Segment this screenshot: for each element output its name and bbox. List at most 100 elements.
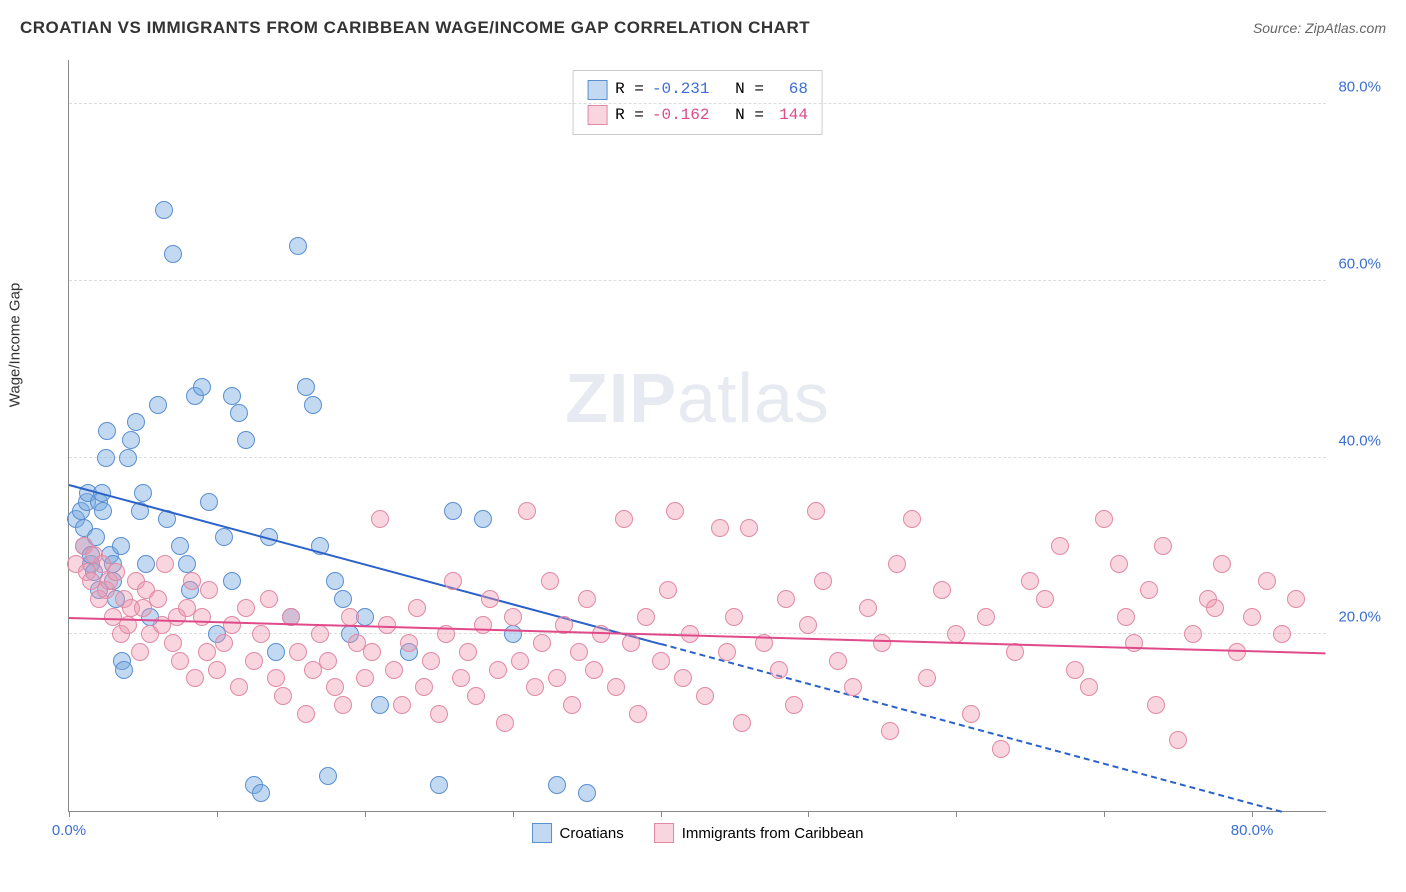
scatter-point bbox=[237, 431, 255, 449]
scatter-point bbox=[245, 652, 263, 670]
scatter-point bbox=[578, 590, 596, 608]
bottom-legend: Croatians Immigrants from Caribbean bbox=[532, 823, 864, 843]
scatter-point bbox=[164, 634, 182, 652]
scatter-point bbox=[230, 678, 248, 696]
stats-row-series-1: R = -0.231 N = 68 bbox=[587, 77, 808, 103]
scatter-point bbox=[592, 625, 610, 643]
scatter-point bbox=[844, 678, 862, 696]
scatter-point bbox=[1258, 572, 1276, 590]
scatter-point bbox=[334, 590, 352, 608]
scatter-point bbox=[1287, 590, 1305, 608]
scatter-point bbox=[1125, 634, 1143, 652]
scatter-point bbox=[659, 581, 677, 599]
chart-header: CROATIAN VS IMMIGRANTS FROM CARIBBEAN WA… bbox=[0, 0, 1406, 48]
scatter-point bbox=[137, 555, 155, 573]
scatter-point bbox=[481, 590, 499, 608]
ytick-label: 20.0% bbox=[1338, 609, 1381, 626]
scatter-point bbox=[622, 634, 640, 652]
scatter-point bbox=[252, 784, 270, 802]
scatter-point bbox=[119, 449, 137, 467]
scatter-point bbox=[652, 652, 670, 670]
scatter-point bbox=[334, 696, 352, 714]
xtick bbox=[69, 811, 70, 817]
gridline-h bbox=[69, 103, 1326, 104]
xtick bbox=[1252, 811, 1253, 817]
scatter-point bbox=[637, 608, 655, 626]
scatter-point bbox=[489, 661, 507, 679]
scatter-point bbox=[1213, 555, 1231, 573]
xtick bbox=[365, 811, 366, 817]
n-value-series-1: 68 bbox=[772, 77, 808, 103]
scatter-point bbox=[1095, 510, 1113, 528]
scatter-point bbox=[962, 705, 980, 723]
ytick-label: 80.0% bbox=[1338, 79, 1381, 96]
scatter-point bbox=[992, 740, 1010, 758]
scatter-point bbox=[289, 643, 307, 661]
scatter-point bbox=[156, 555, 174, 573]
scatter-point bbox=[548, 669, 566, 687]
scatter-point bbox=[223, 572, 241, 590]
scatter-point bbox=[164, 245, 182, 263]
scatter-point bbox=[371, 696, 389, 714]
xtick-label: 0.0% bbox=[52, 822, 86, 839]
scatter-point bbox=[215, 528, 233, 546]
scatter-point bbox=[518, 502, 536, 520]
scatter-point bbox=[127, 413, 145, 431]
scatter-point bbox=[252, 625, 270, 643]
scatter-point bbox=[341, 608, 359, 626]
source-name: ZipAtlas.com bbox=[1305, 20, 1386, 36]
scatter-point bbox=[422, 652, 440, 670]
r-label: R = bbox=[615, 77, 644, 103]
scatter-point bbox=[873, 634, 891, 652]
scatter-point bbox=[415, 678, 433, 696]
legend-item-series-1: Croatians bbox=[532, 823, 624, 843]
scatter-point bbox=[230, 404, 248, 422]
scatter-point bbox=[1051, 537, 1069, 555]
scatter-point bbox=[371, 510, 389, 528]
scatter-point bbox=[740, 519, 758, 537]
scatter-point bbox=[526, 678, 544, 696]
scatter-point bbox=[304, 396, 322, 414]
scatter-point bbox=[200, 581, 218, 599]
scatter-point bbox=[1206, 599, 1224, 617]
scatter-point bbox=[356, 669, 374, 687]
scatter-point bbox=[131, 643, 149, 661]
source-prefix: Source: bbox=[1253, 20, 1305, 36]
scatter-point bbox=[297, 705, 315, 723]
scatter-point bbox=[107, 563, 125, 581]
chart-container: Wage/Income Gap ZIPatlas R = -0.231 N = … bbox=[20, 50, 1386, 872]
scatter-point bbox=[903, 510, 921, 528]
scatter-point bbox=[97, 449, 115, 467]
legend-swatch-series-2 bbox=[654, 823, 674, 843]
scatter-point bbox=[183, 572, 201, 590]
scatter-point bbox=[112, 537, 130, 555]
scatter-point bbox=[208, 661, 226, 679]
source-attribution: Source: ZipAtlas.com bbox=[1253, 20, 1386, 36]
scatter-point bbox=[98, 422, 116, 440]
r-value-series-2: -0.162 bbox=[652, 103, 710, 129]
xtick bbox=[1104, 811, 1105, 817]
scatter-point bbox=[504, 608, 522, 626]
scatter-point bbox=[122, 431, 140, 449]
scatter-point bbox=[496, 714, 514, 732]
scatter-point bbox=[829, 652, 847, 670]
scatter-point bbox=[149, 396, 167, 414]
scatter-point bbox=[1147, 696, 1165, 714]
scatter-point bbox=[1110, 555, 1128, 573]
scatter-point bbox=[578, 784, 596, 802]
n-label: N = bbox=[735, 77, 764, 103]
legend-swatch-series-1 bbox=[532, 823, 552, 843]
scatter-point bbox=[155, 201, 173, 219]
chart-title: CROATIAN VS IMMIGRANTS FROM CARIBBEAN WA… bbox=[20, 18, 810, 38]
scatter-point bbox=[881, 722, 899, 740]
scatter-point bbox=[444, 572, 462, 590]
scatter-point bbox=[94, 502, 112, 520]
watermark-atlas: atlas bbox=[677, 358, 830, 438]
scatter-point bbox=[1140, 581, 1158, 599]
scatter-point bbox=[666, 502, 684, 520]
trend-line-extrapolated bbox=[660, 643, 1282, 813]
scatter-point bbox=[267, 643, 285, 661]
swatch-series-1 bbox=[587, 80, 607, 100]
scatter-point bbox=[149, 590, 167, 608]
scatter-point bbox=[467, 687, 485, 705]
